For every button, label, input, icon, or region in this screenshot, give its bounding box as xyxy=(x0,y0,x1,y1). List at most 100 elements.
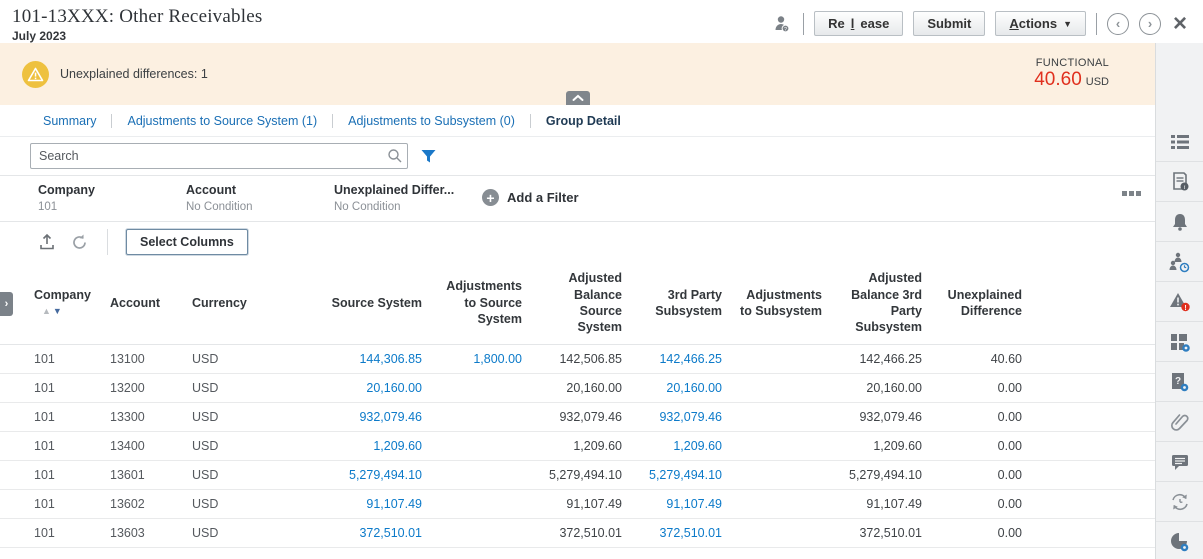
tab-adjustments-source-system[interactable]: Adjustments to Source System (1) xyxy=(127,113,318,128)
next-record-button[interactable]: › xyxy=(1138,12,1161,35)
tab-group-detail[interactable]: Group Detail xyxy=(545,113,621,128)
expand-panel-icon[interactable]: › xyxy=(0,292,13,316)
column-header-adjusted-balance-source-system[interactable]: Adjusted Balance Source System xyxy=(528,262,628,344)
export-icon[interactable] xyxy=(38,233,56,251)
cell-adjustments-to-subsystem xyxy=(728,489,828,519)
actions-button[interactable]: Actions ▼ xyxy=(995,11,1086,36)
filter-icon[interactable] xyxy=(420,148,437,165)
amount-drilldown-link[interactable]: 372,510.01 xyxy=(359,525,422,540)
amount-drilldown-link[interactable]: 1,209.60 xyxy=(673,438,722,453)
amount-drilldown-link[interactable]: 372,510.01 xyxy=(659,525,722,540)
cell-adjustments-to-subsystem xyxy=(728,460,828,490)
amount-drilldown-link[interactable]: 932,079.46 xyxy=(359,409,422,424)
table-row[interactable]: 101 13601 USD 5,279,494.10 5,279,494.10 5,279… xyxy=(0,460,1155,490)
user-icon[interactable]: ? xyxy=(771,13,793,35)
column-header-label: Adjusted Balance 3rd Party Subsystem xyxy=(851,271,922,334)
cell-currency: USD xyxy=(184,460,276,490)
more-options-button[interactable] xyxy=(1122,183,1141,196)
release-button[interactable]: Re l ease xyxy=(814,11,904,36)
cell-adjusted-balance-source-system: 91,107.49 xyxy=(528,489,628,519)
table-row[interactable]: 101 13400 USD 1,209.60 1,209.60 1,209.60 1,209… xyxy=(0,431,1155,461)
cell-adjusted-balance-source-system: 372,510.01 xyxy=(528,518,628,548)
divider xyxy=(111,113,113,128)
cell-adjusted-balance-3rd-party-subsystem: 142,466.25 xyxy=(828,343,928,374)
table-row[interactable]: 101 13603 USD 372,510.01 372,510.01 372,510.0… xyxy=(0,518,1155,548)
row-gutter xyxy=(0,373,26,403)
row-gutter xyxy=(0,343,26,374)
history-icon[interactable] xyxy=(1156,522,1203,559)
amount-drilldown-link[interactable]: 5,279,494.10 xyxy=(349,467,422,482)
amount-drilldown-link[interactable]: 1,209.60 xyxy=(373,438,422,453)
column-header-adjustments-to-source-system[interactable]: Adjustments to Source System xyxy=(428,262,528,344)
amount-drilldown-link[interactable]: 20,160.00 xyxy=(666,380,722,395)
amount-drilldown-link[interactable]: 20,160.00 xyxy=(366,380,422,395)
tab-adjustments-subsystem[interactable]: Adjustments to Subsystem (0) xyxy=(348,113,515,128)
amount-drilldown-link[interactable]: 91,107.49 xyxy=(666,496,722,511)
column-header-adjusted-balance-3rd-party-subsystem[interactable]: Adjusted Balance 3rd Party Subsystem xyxy=(828,262,928,344)
close-icon[interactable]: × xyxy=(1172,9,1187,37)
instructions-icon[interactable]: i xyxy=(1156,162,1203,202)
column-header-label: 3rd Party Subsystem xyxy=(655,287,722,318)
warnings-icon[interactable]: ! xyxy=(1156,282,1203,322)
attributes-icon[interactable] xyxy=(1156,322,1203,362)
search-icon[interactable] xyxy=(387,148,403,169)
collapse-banner-button[interactable] xyxy=(565,91,590,105)
table-row[interactable]: 101 13300 USD 932,079.46 932,079.46 932,079.4… xyxy=(0,402,1155,432)
cell-adjustments-to-source-system xyxy=(428,518,528,548)
row-filler xyxy=(1028,489,1155,519)
alerts-icon[interactable] xyxy=(1156,202,1203,242)
sort-icons[interactable]: ▲ ▼ xyxy=(42,306,62,318)
column-header-source-system[interactable]: Source System xyxy=(276,262,428,344)
filter-account[interactable]: Account No Condition xyxy=(186,183,334,213)
cell-adjusted-balance-3rd-party-subsystem: 372,510.01 xyxy=(828,518,928,548)
questions-icon[interactable]: ? xyxy=(1156,362,1203,402)
filter-unexplained-difference[interactable]: Unexplained Differ... No Condition xyxy=(334,183,482,213)
amount-drilldown-link[interactable]: 1,800.00 xyxy=(473,351,522,366)
prior-reconciliations-icon[interactable] xyxy=(1156,482,1203,522)
cell-3rd-party-subsystem: 91,107.49 xyxy=(628,489,728,519)
properties-list-icon[interactable] xyxy=(1156,122,1203,162)
select-columns-button[interactable]: Select Columns xyxy=(126,229,248,255)
table-row[interactable]: 101 13100 USD 144,306.85 1,800.00 142,506.85 1… xyxy=(0,343,1155,374)
column-header-account[interactable]: Account xyxy=(102,262,184,344)
workflow-icon[interactable] xyxy=(1156,242,1203,282)
add-filter-button[interactable]: + Add a Filter xyxy=(482,189,579,206)
attachments-icon[interactable] xyxy=(1156,402,1203,442)
filter-label: Company xyxy=(38,183,95,197)
amount-drilldown-link[interactable]: 142,466.25 xyxy=(659,351,722,366)
cell-company: 101 xyxy=(26,518,102,548)
search-input[interactable] xyxy=(30,143,408,169)
amount-drilldown-link[interactable]: 91,107.49 xyxy=(366,496,422,511)
column-header-adjustments-to-subsystem[interactable]: Adjustments to Subsystem xyxy=(728,262,828,344)
sort-descending-icon[interactable]: ▼ xyxy=(52,305,62,316)
cell-adjusted-balance-3rd-party-subsystem: 91,107.49 xyxy=(828,489,928,519)
cell-3rd-party-subsystem: 5,279,494.10 xyxy=(628,460,728,490)
amount-drilldown-link[interactable]: 5,279,494.10 xyxy=(649,467,722,482)
unexplained-differences-message: Unexplained differences: 1 xyxy=(60,67,208,81)
cell-adjustments-to-source-system xyxy=(428,489,528,519)
table-row[interactable]: 101 13602 USD 91,107.49 91,107.49 91,107.49 91… xyxy=(0,489,1155,519)
column-header-3rd-party-subsystem[interactable]: 3rd Party Subsystem xyxy=(628,262,728,344)
svg-text:i: i xyxy=(1183,185,1185,191)
tab-summary[interactable]: Summary xyxy=(43,113,97,128)
filter-company[interactable]: Company 101 xyxy=(38,183,186,213)
comments-icon[interactable] xyxy=(1156,442,1203,482)
column-header-currency[interactable]: Currency xyxy=(184,262,276,344)
column-header-label: Adjustments to Subsystem xyxy=(740,287,822,318)
cell-adjusted-balance-source-system: 932,079.46 xyxy=(528,402,628,432)
table-row[interactable]: 101 13200 USD 20,160.00 20,160.00 20,160.00 20… xyxy=(0,373,1155,403)
divider xyxy=(529,113,531,128)
group-detail-grid: › Company ▲ ▼ Account Currency Source System A… xyxy=(0,262,1155,559)
submit-button[interactable]: Submit xyxy=(913,11,986,36)
cell-adjustments-to-source-system: 1,800.00 xyxy=(428,343,528,374)
warning-icon xyxy=(22,60,49,88)
column-header-company[interactable]: Company ▲ ▼ xyxy=(26,262,102,344)
sort-ascending-icon[interactable]: ▲ xyxy=(42,305,51,316)
refresh-icon[interactable] xyxy=(70,233,89,252)
amount-drilldown-link[interactable]: 144,306.85 xyxy=(359,351,422,366)
title-block: 101-13XXX: Other Receivables July 2023 xyxy=(12,6,771,43)
cell-source-system: 1,209.60 xyxy=(276,431,428,461)
amount-drilldown-link[interactable]: 932,079.46 xyxy=(659,409,722,424)
previous-record-button[interactable]: ‹ xyxy=(1106,12,1129,35)
column-header-unexplained-difference[interactable]: Unexplained Difference xyxy=(928,262,1028,344)
